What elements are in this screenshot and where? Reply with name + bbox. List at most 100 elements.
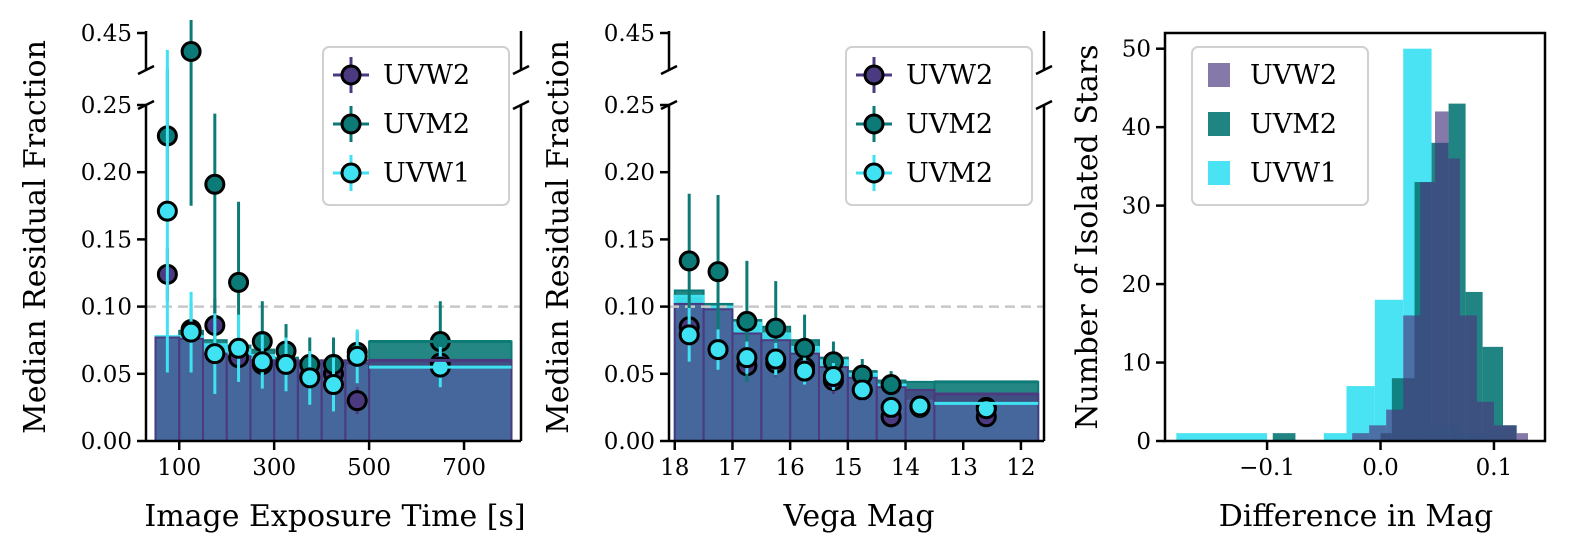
p2-break-mark-right-upper	[1035, 64, 1053, 76]
p3-x-tick-label: −0.1	[1239, 455, 1295, 481]
p2-point-uvw1	[765, 348, 787, 370]
p2-x-axis-label: Vega Mag	[782, 499, 934, 534]
p3-axes: 0 10 20 30 40 50 −0.1 0.0 0.1	[1122, 31, 1547, 481]
p1-legend-marker	[340, 64, 362, 86]
panel-difference-in-mag: 0 10 20 30 40 50 −0.1 0.0 0.1 UVW2 UVM2 UVW1 Diffe…	[1070, 31, 1547, 534]
p2-legend-box	[845, 46, 1033, 206]
p2-y-tick-label: 0.15	[604, 227, 655, 253]
p2-x-tick-label: 18	[660, 455, 689, 481]
p2-axes: 0.00 0.05 0.10 0.15 0.20 0.25 0.45 18 17 16 15 14 13…	[604, 21, 1053, 481]
p1-y-tick-label: 0.00	[81, 429, 132, 455]
p2-point-uvm2	[678, 250, 700, 272]
p3-frame	[1163, 31, 1547, 443]
p3-bar-uvw2	[1434, 111, 1449, 441]
p1-point-uvw1	[299, 367, 321, 389]
p1-y-axis-label: Median Residual Fraction	[18, 40, 53, 434]
p2-legend-label: UVM2	[906, 158, 993, 189]
p1-point-uvm2	[180, 41, 202, 62]
p3-bar-uvw1	[1176, 433, 1268, 441]
p2-point-uvm2	[880, 374, 902, 396]
p2-point-uvm2	[707, 261, 729, 283]
p2-y-tick-label-upper: 0.45	[604, 21, 655, 47]
p2-x-tick-label: 17	[718, 455, 747, 481]
p2-point-uvw1	[880, 396, 902, 418]
p1-point-uvw1	[228, 337, 250, 359]
p3-legend-label: UVM2	[1250, 109, 1337, 140]
p3-bar-uvw2	[1352, 433, 1370, 441]
p3-legend-swatch	[1208, 161, 1230, 185]
p2-point-uvw1	[851, 379, 873, 401]
p1-point-uvw2	[346, 390, 368, 412]
p3-bar-uvw2	[1420, 182, 1435, 442]
p2-x-tick-label: 14	[891, 455, 920, 481]
p1-legend-marker	[340, 113, 362, 135]
p3-y-tick-label: 20	[1122, 272, 1151, 298]
p1-y-tick-label-upper: 0.45	[81, 21, 132, 47]
p3-legend-label: UVW1	[1250, 158, 1337, 189]
p1-y-tick-label: 0.05	[81, 362, 132, 388]
p2-x-tick-label: 12	[1006, 455, 1035, 481]
p1-legend-label: UVW2	[383, 60, 470, 91]
p3-bar-uvw2	[1386, 409, 1404, 441]
p3-y-tick-label: 40	[1122, 115, 1151, 141]
p1-point-uvw1	[323, 374, 344, 396]
p1-legend: UVW2 UVM2 UVW1	[322, 46, 510, 206]
p3-legend-swatch	[1208, 112, 1230, 136]
p3-legend-swatch	[1208, 63, 1230, 87]
p3-x-axis-label: Difference in Mag	[1219, 499, 1493, 534]
p1-point-uvm2	[204, 173, 226, 195]
p3-bar-uvw2	[1476, 401, 1494, 441]
p1-x-axis-label: Image Exposure Time [s]	[144, 499, 525, 534]
p2-y-tick-label: 0.25	[604, 93, 655, 119]
p2-y-axis-label: Median Residual Fraction	[541, 40, 576, 434]
p2-y-tick-label: 0.05	[604, 362, 655, 388]
p1-legend-box	[322, 46, 510, 206]
p2-point-uvw1	[707, 339, 729, 361]
p1-axes: 0.00 0.05 0.10 0.15 0.20 0.25 0.45 100 300 500 700	[81, 21, 530, 481]
panel-vega-mag: 0.00 0.05 0.10 0.15 0.20 0.25 0.45 18 17 16 15 14 13…	[541, 21, 1053, 534]
p1-x-tick-label: 500	[347, 455, 391, 481]
p3-x-tick-label: 0.0	[1362, 455, 1399, 481]
p2-x-tick-label: 16	[776, 455, 805, 481]
p3-legend: UVW2 UVM2 UVW1	[1191, 46, 1369, 206]
p1-y-tick-label: 0.25	[81, 93, 132, 119]
p2-x-tick-label: 13	[949, 455, 978, 481]
p2-y-tick-label: 0.10	[604, 295, 655, 321]
p2-legend-marker	[863, 113, 885, 135]
p3-y-tick-label: 50	[1122, 37, 1151, 63]
p2-y-tick-label: 0.20	[604, 160, 655, 186]
p3-y-tick-label: 30	[1122, 194, 1151, 220]
p2-point-uvm2	[794, 337, 816, 359]
p2-x-tick-label: 15	[833, 455, 862, 481]
p3-histogram-layer	[1176, 48, 1528, 442]
p2-legend-label: UVW2	[906, 60, 993, 91]
p3-bar-uvw2	[1403, 315, 1421, 441]
p1-point-uvw1	[156, 200, 178, 222]
p1-break-mark-right-lower	[512, 99, 530, 111]
p2-point-uvm2	[736, 310, 758, 332]
p3-legend-label: UVW2	[1250, 60, 1337, 91]
p3-bar-uvw2	[1516, 433, 1528, 441]
p1-point-uvw1	[204, 343, 226, 365]
p2-legend-marker	[863, 162, 885, 184]
p2-point-uvm2	[765, 317, 787, 339]
p1-point-uvm2	[228, 271, 250, 293]
p3-bar-uvw2	[1459, 315, 1477, 441]
p1-legend-label: UVM2	[383, 109, 470, 140]
p2-legend-label: UVM2	[906, 109, 993, 140]
p2-point-uvw1	[678, 324, 700, 346]
p3-y-tick-label: 0	[1136, 429, 1151, 455]
p3-bar-uvw2	[1369, 425, 1387, 441]
p1-x-tick-label: 100	[157, 455, 201, 481]
p1-break-mark-left-upper	[137, 64, 155, 76]
p1-break-mark-right-upper	[512, 64, 530, 76]
p2-point-uvw1	[736, 347, 758, 369]
p3-bar-uvw2	[1448, 158, 1460, 442]
p2-legend-marker	[863, 64, 885, 86]
p2-break-mark-right-lower	[1035, 99, 1053, 111]
p1-points-layer	[156, 20, 512, 415]
p1-point-uvw1	[346, 345, 368, 367]
p1-x-tick-label: 700	[442, 455, 486, 481]
p1-y-tick-label: 0.10	[81, 295, 132, 321]
